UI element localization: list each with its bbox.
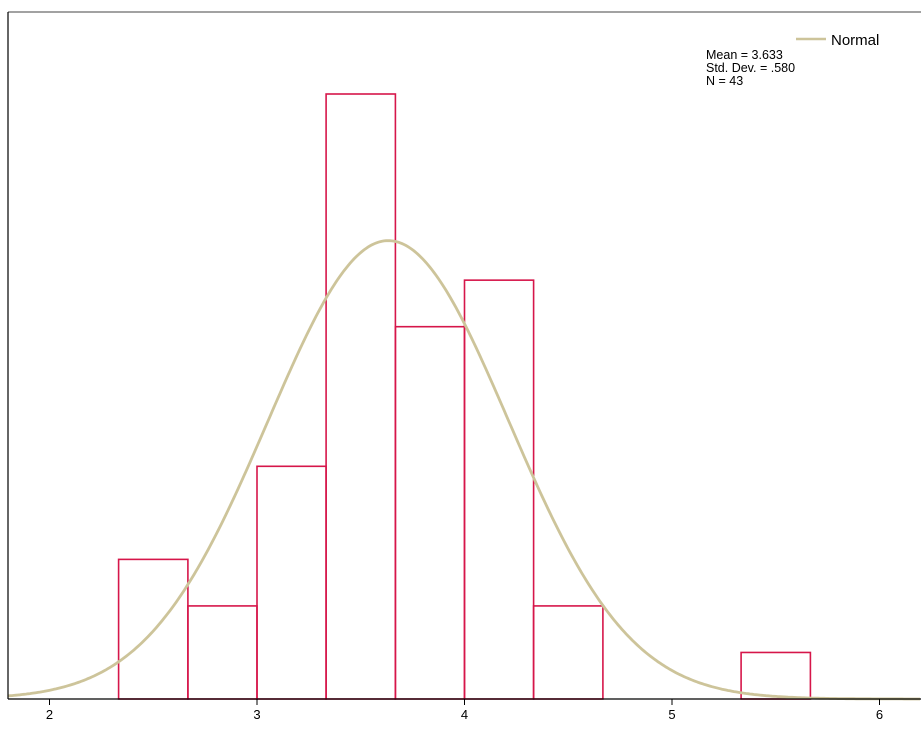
histogram-bar-3	[325, 93, 397, 700]
bars-layer	[117, 93, 812, 700]
x-tick-label-1: 3	[253, 707, 260, 722]
normal-curve	[7, 239, 920, 701]
legend-mean: Mean = 3.633	[706, 48, 783, 62]
histogram-bar-4	[394, 325, 466, 700]
x-tick-label-4: 6	[876, 707, 883, 722]
histogram-bar-7	[740, 651, 812, 700]
legend: Normal Mean = 3.633 Std. Dev. = .580 N =…	[706, 32, 879, 88]
x-tick-label-0: 2	[46, 707, 53, 722]
axes-layer: 2 3 4 5 6	[7, 11, 921, 722]
legend-normal-label: Normal	[831, 32, 879, 49]
legend-std-dev: Std. Dev. = .580	[706, 61, 795, 75]
x-tick-label-3: 5	[668, 707, 675, 722]
histogram-bar-1	[187, 605, 258, 700]
histogram-bar-2	[256, 465, 327, 700]
x-tick-label-2: 4	[461, 707, 468, 722]
histogram-bar-6	[532, 605, 604, 700]
curve-layer	[7, 239, 920, 701]
legend-n: N = 43	[706, 74, 743, 88]
